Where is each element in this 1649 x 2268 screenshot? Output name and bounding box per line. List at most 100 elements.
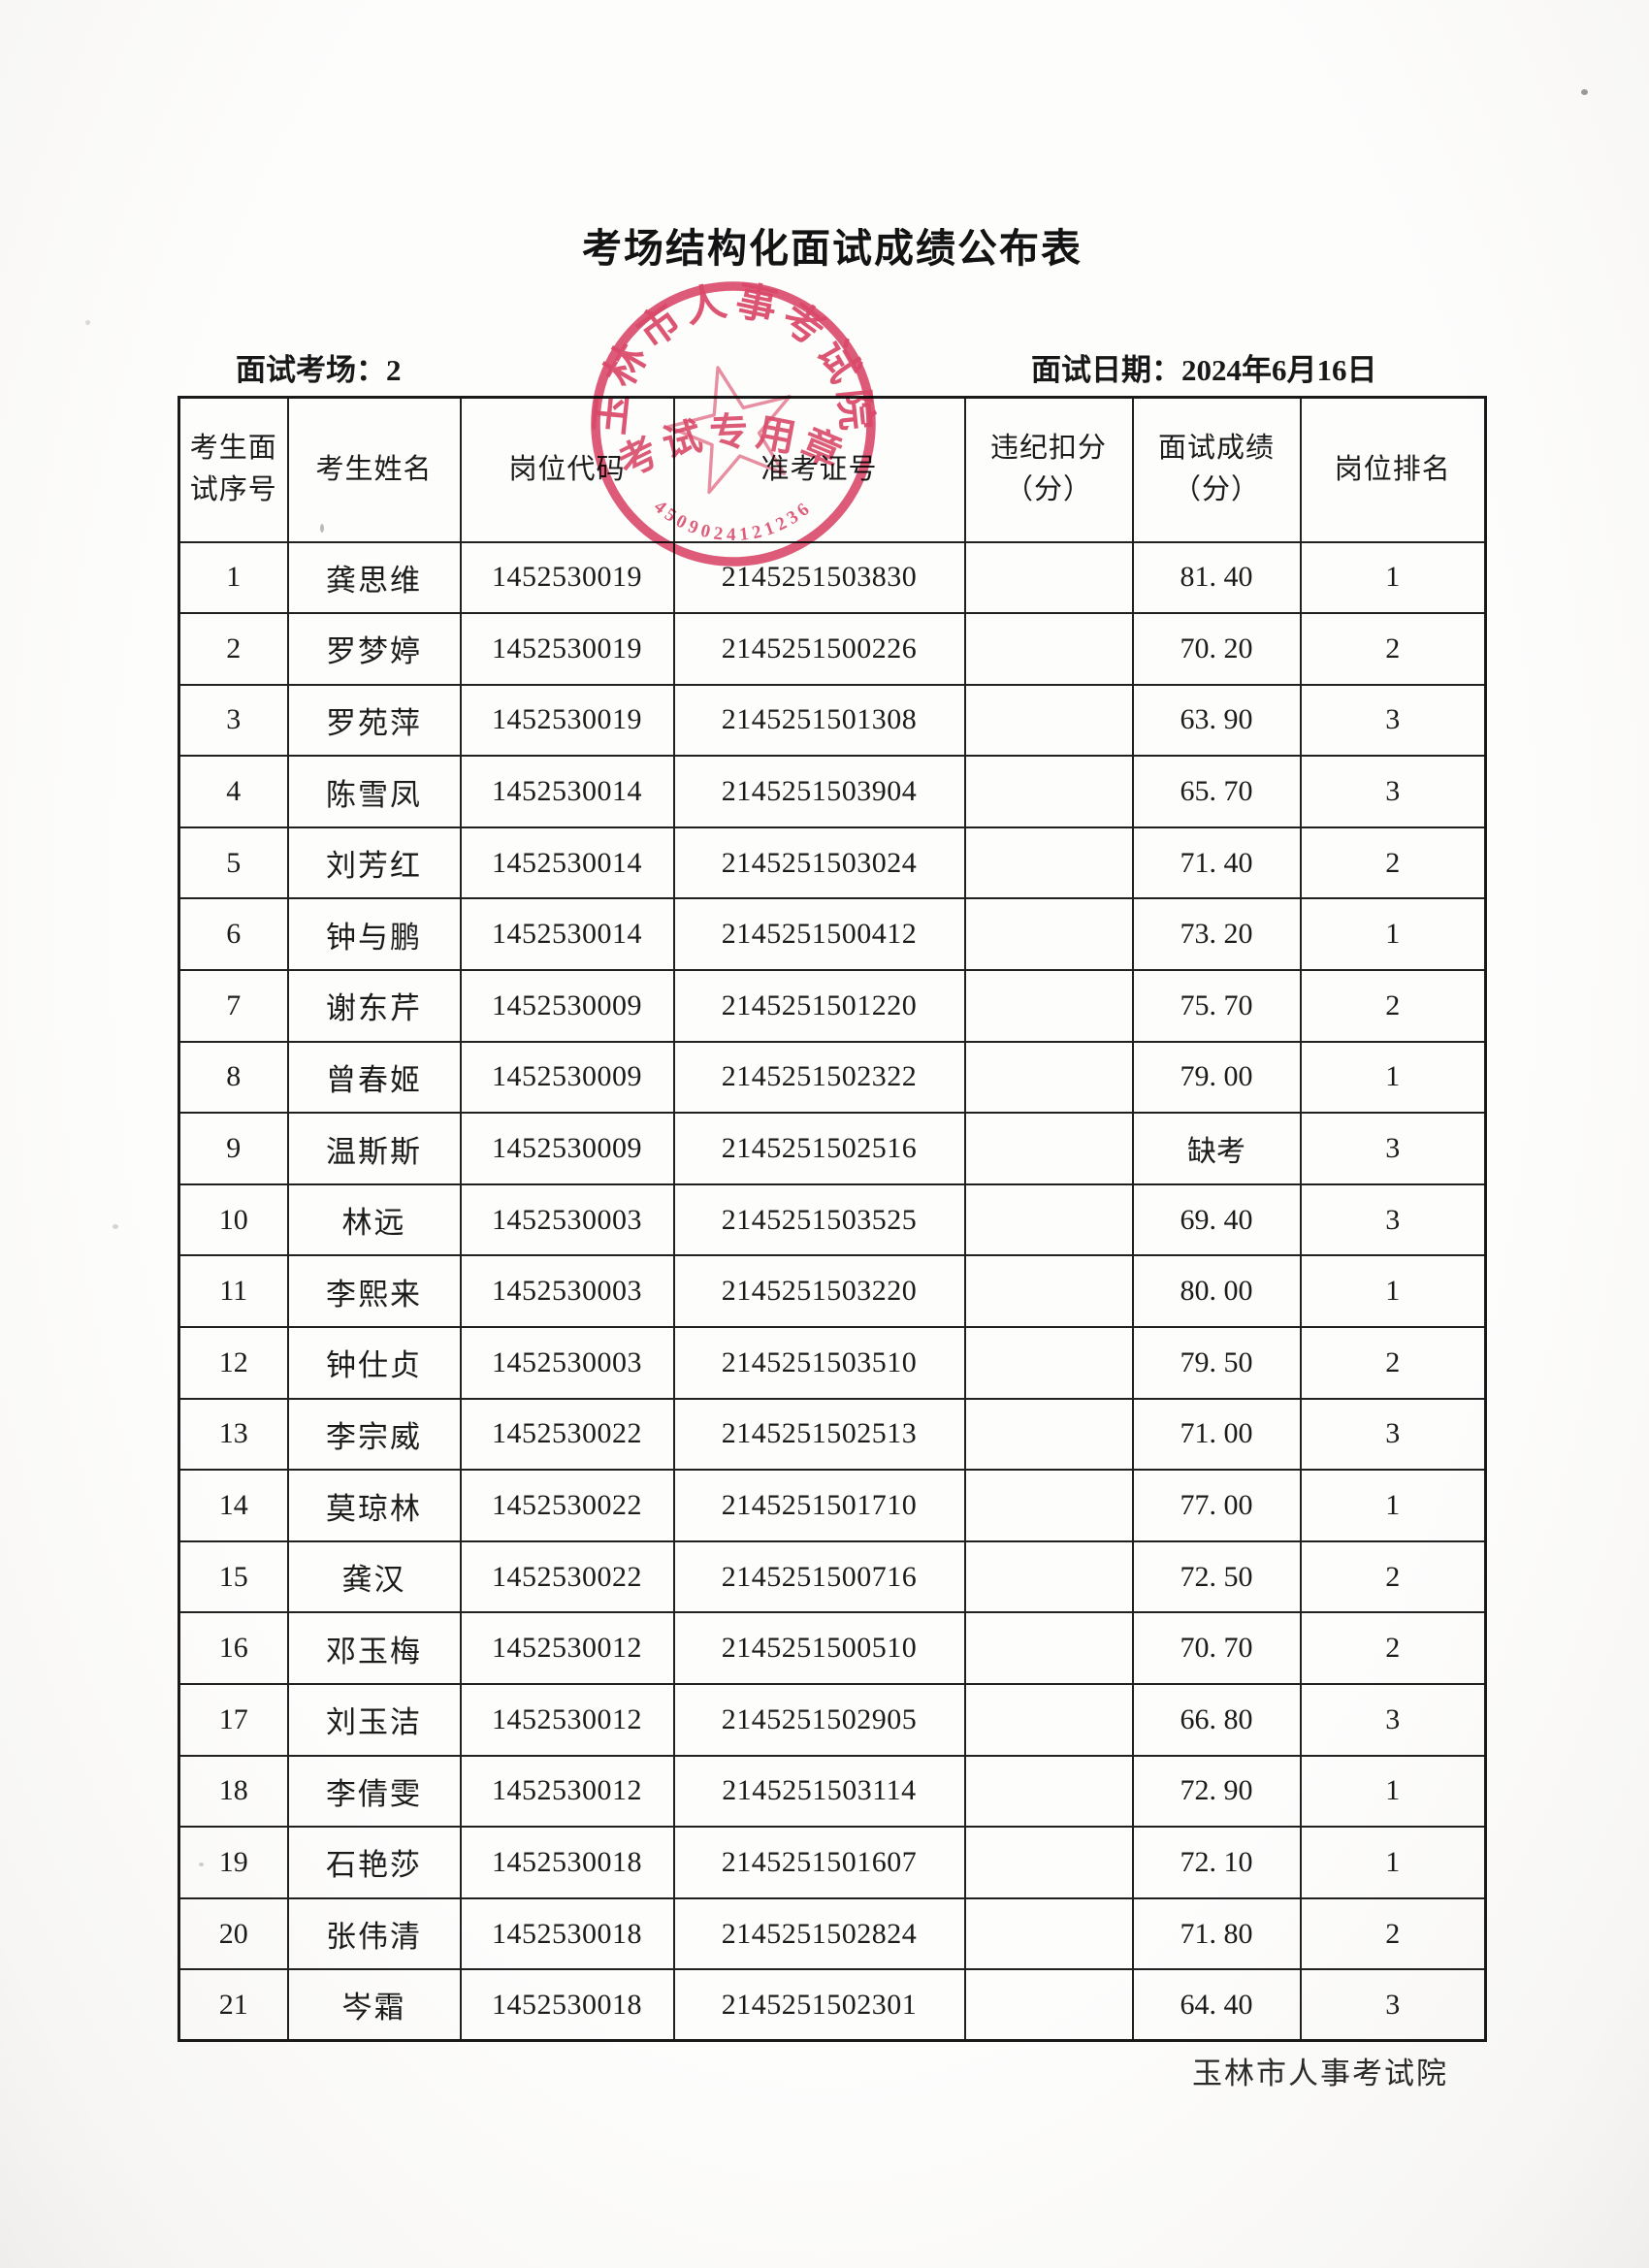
scan-speck (85, 320, 90, 325)
table-cell: 9 (178, 1112, 289, 1185)
interview-date-label: 面试日期： (1031, 353, 1181, 387)
table-row: 7 谢东芹 1452530009 2145251501220 75. 70 2 (178, 969, 1487, 1043)
table-cell: 2 (1299, 969, 1487, 1043)
table-row: 10 林远 1452530003 2145251503525 69. 40 3 (178, 1183, 1487, 1257)
table-cell: 72. 50 (1131, 1539, 1302, 1614)
table-cell: 77. 00 (1131, 1469, 1302, 1542)
table-cell: 1452530003 (459, 1254, 675, 1329)
table-cell: 1 (1299, 897, 1487, 972)
table-row: 18 李倩雯 1452530012 2145251503114 72. 90 1 (178, 1754, 1487, 1829)
scan-speck (1581, 89, 1588, 95)
table-row: 13 李宗威 1452530022 2145251502513 71. 00 3 (178, 1397, 1487, 1472)
table-cell: 温斯斯 (286, 1112, 462, 1185)
table-cell: 1 (1299, 1254, 1487, 1329)
table-cell (963, 1326, 1134, 1400)
table-cell (963, 1539, 1134, 1614)
issuing-authority: 玉林市人事考试院 (1192, 2057, 1448, 2090)
table-cell: 3 (178, 683, 289, 758)
table-cell: 1 (1299, 540, 1487, 615)
table-cell: 12 (178, 1326, 289, 1400)
table-cell: 79. 50 (1131, 1326, 1302, 1400)
table-cell: 3 (1299, 683, 1487, 758)
table-cell: 79. 00 (1131, 1040, 1302, 1115)
table-cell: 1 (1299, 1754, 1487, 1829)
table-cell: 2145251503830 (672, 540, 966, 615)
table-cell: 2145251502824 (672, 1896, 966, 1971)
page-title: 考场结构化面试成绩公布表 (582, 226, 1083, 271)
table-cell: 2145251502322 (672, 1040, 966, 1115)
table-row: 11 李熙来 1452530003 2145251503220 80. 00 1 (178, 1254, 1487, 1329)
table-cell: 罗梦婷 (286, 612, 462, 686)
table-cell: 19 (178, 1826, 289, 1899)
table-cell: 岑霜 (286, 1968, 462, 2042)
header-name: 考生姓名 (286, 396, 462, 543)
table-cell: 刘玉洁 (286, 1683, 462, 1757)
table-cell: 1452530009 (459, 1040, 675, 1115)
table-cell (963, 1254, 1134, 1329)
table-row: 1 龚思维 1452530019 2145251503830 81. 40 1 (178, 540, 1487, 615)
scan-speck (320, 524, 324, 533)
table-row: 5 刘芳红 1452530014 2145251503024 71. 40 2 (178, 826, 1487, 900)
table-cell (963, 755, 1134, 828)
table-cell: 2145251501220 (672, 969, 966, 1043)
table-cell: 2145251503024 (672, 826, 966, 900)
table-cell: 2145251500510 (672, 1611, 966, 1685)
table-cell: 11 (178, 1254, 289, 1329)
table-cell (963, 969, 1134, 1043)
table-cell (963, 1112, 1134, 1185)
table-cell: 1452530018 (459, 1826, 675, 1899)
header-seq: 考生面 试序号 (178, 396, 289, 543)
table-cell: 65. 70 (1131, 755, 1302, 828)
interview-date-value: 2024年6月16日 (1181, 353, 1377, 387)
table-cell: 71. 40 (1131, 826, 1302, 900)
table-cell: 1452530009 (459, 969, 675, 1043)
table-cell: 2145251503904 (672, 755, 966, 828)
table-cell: 2145251500412 (672, 897, 966, 972)
table-cell: 1 (178, 540, 289, 615)
interview-date: 面试日期：2024年6月16日 (1031, 345, 1377, 389)
table-cell: 64. 40 (1131, 1968, 1302, 2042)
table-cell: 3 (1299, 1112, 1487, 1185)
table-cell: 1 (1299, 1469, 1487, 1542)
table-row: 9 温斯斯 1452530009 2145251502516 缺考 3 (178, 1112, 1487, 1185)
table-cell: 罗苑萍 (286, 683, 462, 758)
table-cell: 缺考 (1131, 1112, 1302, 1185)
meta-line: 面试考场：2 面试日期：2024年6月16日 (0, 345, 1649, 388)
table-cell: 2145251500716 (672, 1539, 966, 1614)
table-cell: 20 (178, 1896, 289, 1971)
table-cell: 1452530018 (459, 1968, 675, 2042)
table-cell: 1452530014 (459, 826, 675, 900)
table-cell: 1452530018 (459, 1896, 675, 1971)
table-cell: 71. 00 (1131, 1397, 1302, 1472)
table-cell (963, 1183, 1134, 1257)
table-cell: 1452530019 (459, 683, 675, 758)
table-cell: 陈雪凤 (286, 755, 462, 828)
table-row: 16 邓玉梅 1452530012 2145251500510 70. 70 2 (178, 1611, 1487, 1685)
table-cell: 1452530014 (459, 897, 675, 972)
table-cell (963, 1611, 1134, 1685)
table-row: 15 龚汉 1452530022 2145251500716 72. 50 2 (178, 1539, 1487, 1614)
table-cell: 72. 90 (1131, 1754, 1302, 1829)
table-cell: 曾春姬 (286, 1040, 462, 1115)
table-cell (963, 1754, 1134, 1829)
table-cell: 龚思维 (286, 540, 462, 615)
table-cell: 2145251503510 (672, 1326, 966, 1400)
table-cell: 3 (1299, 1968, 1487, 2042)
table-cell: 72. 10 (1131, 1826, 1302, 1899)
table-row: 14 莫琼林 1452530022 2145251501710 77. 00 1 (178, 1469, 1487, 1542)
table-cell: 1452530012 (459, 1683, 675, 1757)
table-cell: 2145251503114 (672, 1754, 966, 1829)
table-cell: 8 (178, 1040, 289, 1115)
interview-venue-label: 面试考场： (236, 353, 386, 387)
table-cell: 1 (1299, 1826, 1487, 1899)
table-cell: 2 (1299, 1611, 1487, 1685)
table-cell: 2 (1299, 1896, 1487, 1971)
scan-speck (113, 1224, 118, 1229)
table-cell: 10 (178, 1183, 289, 1257)
table-cell: 2145251502301 (672, 1968, 966, 2042)
table-cell (963, 1968, 1134, 2042)
table-row: 8 曾春姬 1452530009 2145251502322 79. 00 1 (178, 1040, 1487, 1115)
table-row: 3 罗苑萍 1452530019 2145251501308 63. 90 3 (178, 683, 1487, 758)
table-cell: 2145251501710 (672, 1469, 966, 1542)
